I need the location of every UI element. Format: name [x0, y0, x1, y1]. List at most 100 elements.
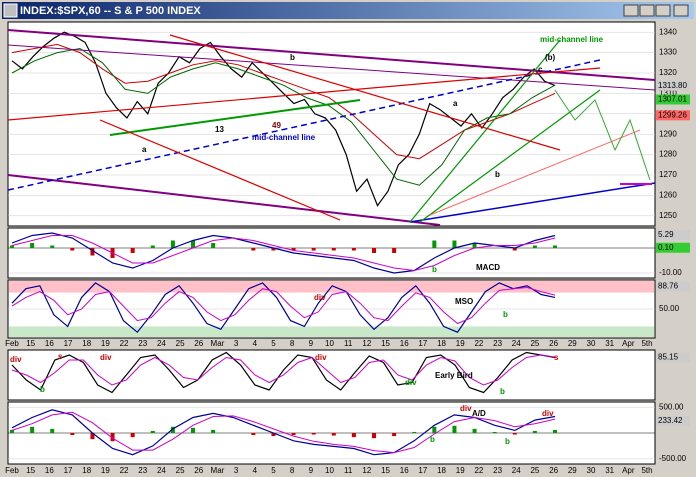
histogram-bar: [150, 245, 155, 248]
y-tick-label: 1250: [659, 211, 677, 220]
date-label: 22: [474, 339, 483, 348]
annotation: b: [290, 53, 295, 62]
annotation: (b): [545, 53, 556, 62]
histogram-bar: [452, 425, 457, 433]
annotation: c: [538, 65, 543, 74]
date-label: 15: [381, 466, 390, 475]
histogram-bar: [331, 248, 336, 251]
annotation: 49: [272, 121, 281, 130]
date-label: 17: [64, 339, 73, 348]
trend-lines: [7, 29, 656, 226]
price-tag: [656, 94, 690, 105]
date-label: 24: [512, 466, 521, 475]
date-label: 15: [381, 339, 390, 348]
histogram-bar: [392, 433, 397, 437]
date-label: 18: [437, 339, 446, 348]
annotation: mid-channel line: [540, 35, 604, 44]
histogram-bar: [331, 433, 336, 436]
close-button[interactable]: [673, 4, 689, 17]
annotation: b: [432, 265, 437, 274]
series-line: [11, 47, 556, 186]
histogram-bar: [10, 245, 14, 248]
price-tag-label: 85.15: [658, 353, 679, 362]
date-label: 23: [493, 339, 502, 348]
annotation: b: [40, 385, 45, 394]
histogram-bar: [211, 429, 216, 433]
minimize-button[interactable]: [623, 4, 639, 17]
histogram-bar: [90, 248, 95, 256]
date-label: 5th: [641, 466, 652, 475]
date-label: 12: [362, 466, 371, 475]
annotation: MSO: [455, 297, 473, 306]
price-tag-label: 0.10: [658, 243, 674, 252]
date-label: 17: [418, 466, 427, 475]
date-label: 4: [253, 466, 258, 475]
histogram-bar: [251, 248, 256, 251]
histogram-bar: [311, 433, 316, 435]
date-label: 19: [456, 339, 465, 348]
y-tick-label: 1320: [659, 68, 677, 77]
date-label: 25: [176, 466, 185, 475]
date-label: 26: [194, 339, 203, 348]
date-label: Mar: [211, 466, 225, 475]
restore-button[interactable]: [655, 4, 671, 17]
date-label: 12: [362, 339, 371, 348]
date-label: 5th: [641, 339, 652, 348]
date-label: 16: [45, 339, 54, 348]
price-tag: [656, 415, 690, 426]
price-tag: [656, 352, 690, 363]
annotation: b: [430, 435, 435, 444]
trend-line: [7, 59, 601, 191]
histogram-bar: [432, 240, 437, 248]
annotation: a: [453, 99, 458, 108]
price-tag-label: 1299.26: [658, 110, 687, 119]
date-label: 30: [587, 339, 596, 348]
y-tick-label: 1270: [659, 170, 677, 179]
annotation: mid-channel line: [252, 133, 316, 142]
histogram-bar: [90, 433, 95, 440]
y-tick-label: -10.00: [659, 268, 682, 277]
series-line: [11, 232, 556, 274]
histogram-bar: [191, 427, 195, 433]
price-tag: [656, 110, 690, 121]
oversold-band: [9, 326, 654, 337]
date-label: 16: [400, 466, 409, 475]
histogram-bar: [70, 248, 75, 251]
price-tag: [656, 229, 690, 240]
date-label: 3: [234, 339, 239, 348]
histogram-bar: [291, 433, 296, 436]
histogram-bar: [311, 248, 316, 251]
trend-line: [409, 182, 656, 223]
annotation: s: [554, 353, 559, 362]
date-label: 4: [253, 339, 258, 348]
date-label: 18: [437, 466, 446, 475]
date-label: Apr: [622, 339, 635, 348]
date-label: 5: [271, 466, 276, 475]
date-label: 17: [418, 339, 427, 348]
annotation: s: [58, 352, 63, 361]
date-label: 17: [64, 466, 73, 475]
histogram-bar: [150, 430, 155, 433]
panel: [7, 227, 656, 279]
series-line: [11, 409, 556, 456]
date-label: 19: [101, 339, 110, 348]
trend-line: [7, 67, 601, 121]
date-label: 31: [605, 339, 614, 348]
date-label: 18: [82, 339, 91, 348]
date-label: 19: [456, 466, 465, 475]
histogram-bar: [170, 426, 175, 433]
date-label: 11: [344, 339, 353, 348]
date-label: 22: [120, 339, 129, 348]
maximize-button[interactable]: [639, 4, 655, 17]
histogram-bar: [532, 245, 537, 248]
price-tag-label: 5.29: [658, 230, 674, 239]
date-label: 25: [530, 339, 539, 348]
date-label: 23: [138, 339, 147, 348]
y-tick-label: 1260: [659, 191, 677, 200]
date-label: 8: [290, 339, 295, 348]
annotation: div: [315, 353, 327, 362]
annotation: div: [460, 404, 472, 413]
histogram-bar: [191, 240, 195, 248]
histogram-bar: [50, 428, 55, 433]
